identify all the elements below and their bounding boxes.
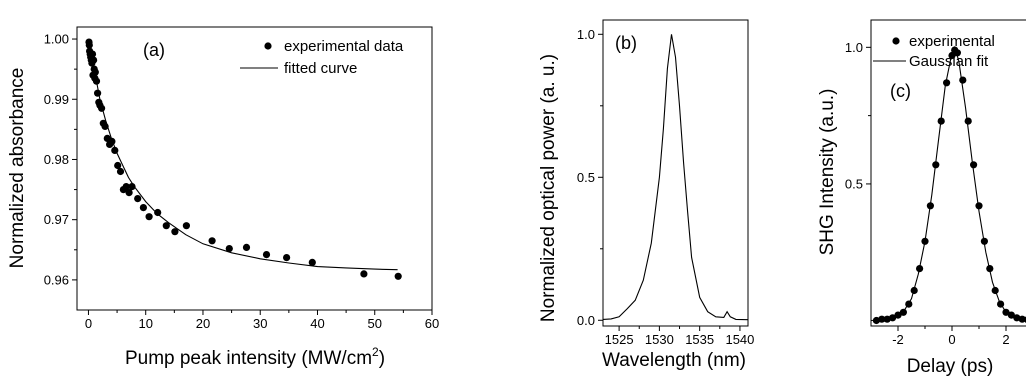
panel-b-label: (b) [615, 33, 637, 53]
spectrum-line [603, 34, 748, 321]
panel-b-x-axis-label: Wavelength (nm) [602, 350, 746, 371]
data-point [394, 272, 402, 280]
panel-a-absorbance-chart: 0 10 20 30 40 50 60 0.96 0.97 0.98 0.99 1.00 (a) Pu… [7, 26, 440, 369]
panel-c-legend-marker [892, 37, 900, 45]
y-tick-label: 0.5 [845, 176, 863, 191]
data-point [242, 243, 251, 251]
x-tick-label: 2 [1002, 332, 1009, 347]
panel-c-legend-fit: Gaussian fit [909, 53, 989, 70]
x-tick-label: 1540 [725, 332, 754, 347]
data-point [964, 117, 972, 125]
y-tick-label: 1.0 [577, 27, 595, 42]
panel-c-label: (c) [890, 81, 911, 101]
panel-a-label: (a) [143, 40, 165, 60]
data-point [308, 258, 316, 266]
data-point [122, 183, 130, 191]
data-point [139, 204, 147, 212]
panel-a-marks [85, 38, 402, 280]
panel-a-legend-fitted: fitted curve [284, 60, 357, 77]
panel-b-plot-frame [602, 19, 749, 327]
panel-b-ticks: 1525 1530 1535 1540 0.0 0.5 1.0 [577, 27, 754, 347]
data-point [975, 202, 983, 210]
data-point [283, 254, 291, 262]
panel-c-y-axis-label: SHG Intensity (a.u.) [817, 89, 838, 256]
panel-a-legend-experimental: experimental data [284, 38, 404, 55]
data-point [959, 76, 967, 84]
x-tick-label: -2 [892, 332, 904, 347]
data-point [899, 308, 908, 316]
plot-area [85, 38, 402, 280]
y-tick-label: 1.0 [845, 40, 863, 55]
data-point [114, 161, 122, 170]
panel-a-ticks: 0 10 20 30 40 50 60 0.96 0.97 0.98 0.99 1.00 [44, 32, 440, 331]
panel-b-marks [603, 34, 748, 321]
data-point [90, 56, 98, 64]
data-point [154, 208, 162, 217]
gaussian-fit-line [871, 45, 1026, 322]
panel-a-legend: experimental data fitted curve [240, 38, 404, 77]
panel-a-x-axis-label-main: Pump peak intensity (MW/cm [125, 348, 372, 369]
data-point [145, 213, 153, 221]
data-point [262, 251, 271, 259]
panel-c-legend: experimental Gaussian fit [873, 33, 995, 70]
x-tick-label: 1525 [605, 332, 634, 347]
panel-a-x-axis-label-end: ) [379, 348, 385, 369]
panel-c-x-axis-label: Delay (ps) [907, 356, 994, 377]
y-tick-label: 0.97 [44, 212, 69, 227]
y-tick-label: 0.5 [577, 170, 595, 185]
y-tick-label: 0.96 [44, 272, 69, 287]
plot-area [871, 45, 1026, 325]
panel-b-spectrum-chart: 1525 1530 1535 1540 0.0 0.5 1.0 (b) Wavelength… [538, 19, 754, 371]
data-point [208, 237, 216, 245]
x-tick-label: 1530 [645, 332, 674, 347]
panel-c-ticks: -2 0 2 0.5 1.0 [845, 40, 1010, 347]
data-point [943, 79, 951, 87]
fitted-curve-line [87, 38, 398, 271]
data-point [94, 89, 102, 97]
data-point [225, 245, 233, 253]
panel-a-y-axis-label: Normalized absorbance [7, 68, 28, 269]
data-point [125, 189, 133, 197]
panel-a-legend-marker [264, 42, 272, 50]
panel-a-x-axis-label: Pump peak intensity (MW/cm2) [125, 345, 385, 369]
panel-c-autocorrelation-chart: -2 0 2 0.5 1.0 (c) Delay (ps) SHG Intensity … [817, 19, 1026, 377]
x-tick-label: 1535 [685, 332, 714, 347]
x-tick-label: 0 [948, 332, 955, 347]
x-tick-label: 0 [85, 316, 92, 331]
x-tick-label: 40 [310, 316, 324, 331]
data-point [970, 161, 978, 169]
x-tick-label: 10 [138, 316, 152, 331]
data-point [88, 50, 97, 58]
panel-a-plot-frame [76, 26, 433, 311]
data-point [171, 228, 179, 236]
y-tick-label: 0.0 [577, 313, 595, 328]
panel-b-y-axis-label: Normalized optical power (a. u.) [538, 54, 559, 322]
x-tick-label: 50 [368, 316, 382, 331]
x-tick-label: 60 [425, 316, 439, 331]
plot-area [603, 34, 748, 321]
data-point [162, 222, 170, 230]
data-point [182, 222, 190, 230]
y-tick-label: 1.00 [44, 32, 69, 47]
x-tick-label: 20 [196, 316, 210, 331]
y-tick-label: 0.99 [44, 92, 69, 107]
data-point [134, 195, 142, 203]
y-tick-label: 0.98 [44, 152, 69, 167]
panel-a-x-axis-label-sup: 2 [372, 345, 379, 359]
data-point [116, 167, 125, 176]
panel-c-marks [871, 45, 1026, 325]
data-point [360, 270, 368, 278]
panel-c-legend-experimental: experimental [909, 33, 995, 50]
data-point [878, 315, 886, 323]
x-tick-label: 30 [253, 316, 267, 331]
